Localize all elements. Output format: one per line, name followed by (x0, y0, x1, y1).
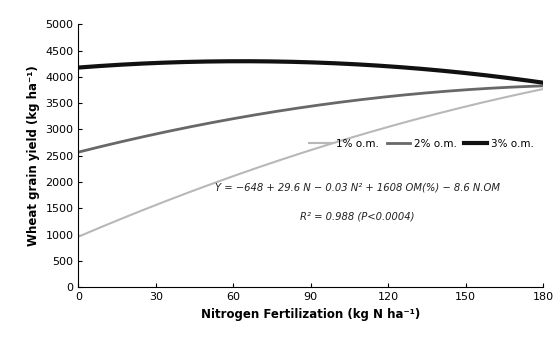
X-axis label: Nitrogen Fertilization (kg N ha⁻¹): Nitrogen Fertilization (kg N ha⁻¹) (201, 308, 421, 321)
Text: R² = 0.988 (P<0.0004): R² = 0.988 (P<0.0004) (300, 211, 414, 221)
Text: Y = −648 + 29.6 N − 0.03 N² + 1608 OM(%) − 8.6 N.OM: Y = −648 + 29.6 N − 0.03 N² + 1608 OM(%)… (215, 182, 500, 192)
Legend: 1% o.m., 2% o.m., 3% o.m.: 1% o.m., 2% o.m., 3% o.m. (305, 135, 538, 153)
Y-axis label: Wheat grain yield (kg ha⁻¹): Wheat grain yield (kg ha⁻¹) (27, 65, 40, 246)
